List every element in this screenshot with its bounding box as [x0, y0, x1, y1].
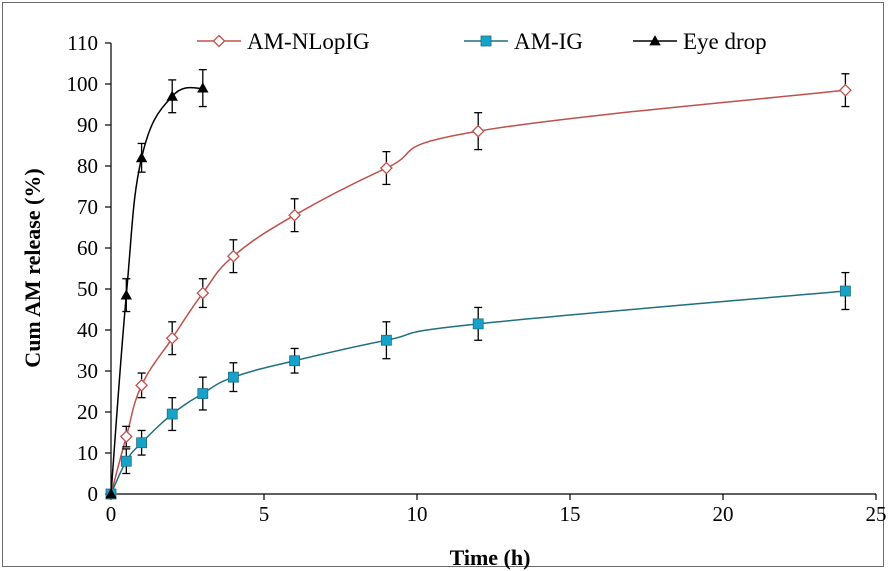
data-point [136, 437, 148, 449]
series-am-ig [105, 271, 851, 500]
data-point [380, 334, 392, 346]
y-tick-label: 40 [77, 318, 98, 342]
data-point [196, 286, 210, 300]
legend-marker [480, 35, 492, 47]
x-tick-label: 10 [407, 502, 428, 526]
y-tick-label: 50 [77, 277, 98, 301]
x-tick-label: 20 [713, 502, 734, 526]
y-tick-label: 60 [77, 236, 98, 260]
series-eye-drop [105, 69, 209, 499]
y-tick-label: 70 [77, 195, 98, 219]
data-point [135, 151, 148, 163]
series-line [110, 89, 846, 495]
data-point [166, 408, 178, 420]
data-point [838, 83, 852, 97]
series-layer [104, 69, 852, 501]
y-tick-label: 20 [77, 400, 98, 424]
data-point [289, 355, 301, 367]
data-point [471, 124, 485, 138]
y-tick-label: 30 [77, 359, 98, 383]
y-tick-label: 0 [88, 482, 99, 506]
data-point [120, 289, 132, 300]
data-point [165, 331, 179, 345]
x-tick-label: 15 [560, 502, 581, 526]
data-point [379, 161, 393, 175]
data-point [288, 208, 302, 222]
data-point [135, 378, 149, 392]
data-point [120, 455, 132, 467]
legend-label: AM-NLopIG [247, 29, 370, 54]
legend-entry: Eye drop [633, 29, 767, 54]
data-point [119, 430, 133, 444]
data-point [226, 249, 240, 263]
legend-marker [212, 34, 226, 48]
x-tick-label: 25 [866, 502, 887, 526]
legend-label: AM-IG [514, 29, 583, 54]
series-am-nlopig [104, 73, 852, 501]
axes: 0 10 20 30 40 50 60 70 80 90 100 110 0 5 10 15 20 25 [67, 31, 887, 526]
legend-entry: AM-IG [464, 29, 583, 54]
y-tick-label: 80 [77, 154, 98, 178]
legend-entry: AM-NLopIG [197, 29, 370, 54]
y-axis-title: Cum AM release (%) [20, 168, 45, 367]
data-point [166, 90, 178, 101]
data-point [472, 318, 484, 330]
legend-marker [649, 35, 661, 46]
x-tick-label: 5 [259, 502, 270, 526]
y-tick-label: 110 [67, 31, 98, 55]
y-tick-label: 10 [77, 441, 98, 465]
legend: AM-NLopIG AM-IG Eye drop [197, 29, 767, 54]
data-point [840, 285, 851, 297]
data-point [197, 82, 209, 93]
x-axis-title: Time (h) [450, 545, 531, 570]
y-tick-label: 100 [67, 72, 99, 96]
y-tick-label: 90 [77, 113, 98, 137]
legend-label: Eye drop [683, 29, 767, 54]
data-point [197, 388, 209, 399]
data-point [227, 371, 239, 383]
data-point [105, 488, 117, 499]
x-tick-label: 0 [106, 502, 117, 526]
